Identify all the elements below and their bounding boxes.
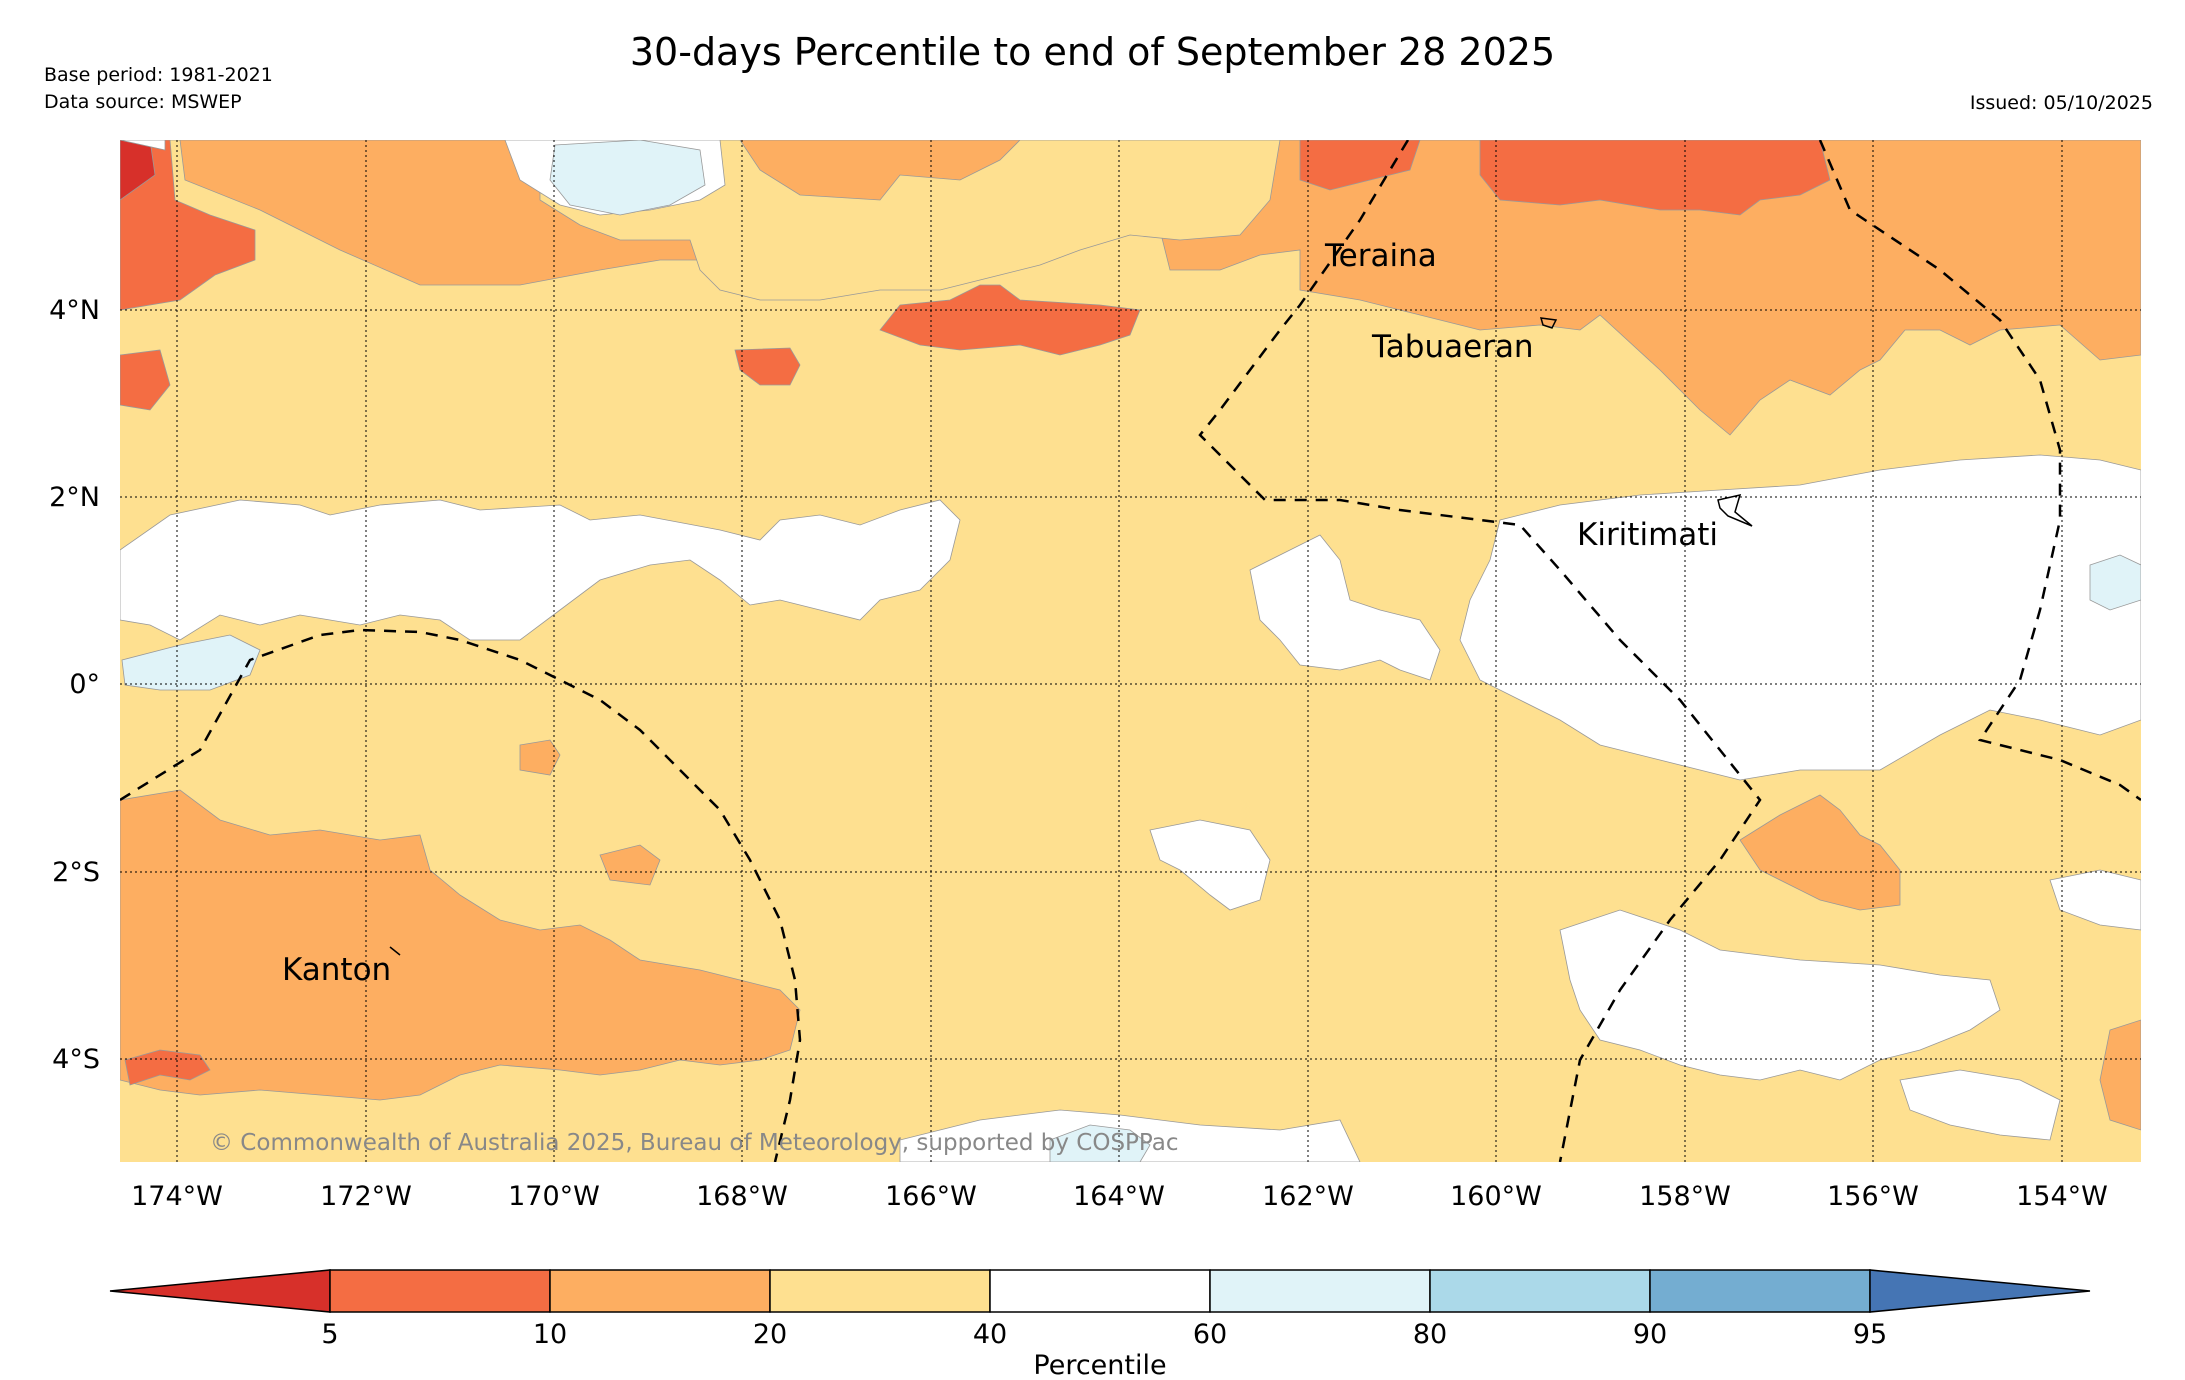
lat-tick-label: 2°N xyxy=(49,482,100,513)
colorbar-tick-label: 90 xyxy=(1633,1319,1667,1350)
region-white-northwest xyxy=(120,140,166,151)
region-white-southeast xyxy=(1559,909,2001,1081)
colorbar: 5 10 20 40 60 80 90 95 Percentile xyxy=(109,1269,2091,1380)
lon-tick-label: 162°W xyxy=(1262,1181,1354,1212)
lat-tick-label: 0° xyxy=(69,669,100,700)
colorbar-segment xyxy=(769,1269,991,1313)
colorbar-segment xyxy=(549,1269,771,1313)
region-light-blue-top xyxy=(549,140,706,216)
region-light-blue-east xyxy=(2089,554,2141,611)
lon-tick-label: 174°W xyxy=(131,1181,223,1212)
colorbar-segment xyxy=(989,1269,1211,1313)
eez-boundaries xyxy=(120,140,2141,1162)
region-north-pale xyxy=(539,140,1281,301)
issued-date: Issued: 05/10/2025 xyxy=(1969,92,2153,114)
colorbar-left-extension xyxy=(109,1269,331,1313)
region-white-south-center xyxy=(1149,819,1271,911)
lat-tick-label: 4°N xyxy=(49,295,100,326)
region-small-orange-1 xyxy=(519,739,561,776)
base-period: Base period: 1981-2021 xyxy=(44,64,273,86)
region-white-south-bottom xyxy=(1899,1069,2061,1141)
colorbar-tick-label: 10 xyxy=(533,1319,567,1350)
colorbar-tick-label: 60 xyxy=(1193,1319,1227,1350)
lon-tick-label: 154°W xyxy=(2016,1181,2108,1212)
region-below-5-corner xyxy=(120,140,156,201)
lon-tick-label: 172°W xyxy=(320,1181,412,1212)
region-white-equator-west xyxy=(120,499,961,641)
region-light-blue-west xyxy=(121,634,261,691)
region-white-equator-east xyxy=(1459,454,2141,781)
place-label-tabuaeran: Tabuaeran xyxy=(1371,329,1534,365)
lon-axis: 174°W 172°W 170°W 168°W 166°W 164°W 162°… xyxy=(131,1181,2108,1212)
lon-tick-label: 166°W xyxy=(885,1181,977,1212)
colorbar-tick-label: 5 xyxy=(321,1319,338,1350)
colorbar-segment xyxy=(1649,1269,1871,1313)
region-5-10-northeast xyxy=(1479,140,1831,216)
region-5-10-strip xyxy=(734,347,801,386)
place-label-kiritimati: Kiritimati xyxy=(1577,517,1718,553)
island-kanton xyxy=(389,946,401,956)
colorbar-segment xyxy=(329,1269,551,1313)
region-white-center xyxy=(1249,534,1441,681)
eez-boundary-line-line-islands xyxy=(1198,140,1762,1162)
copyright-notice: © Commonwealth of Australia 2025, Bureau… xyxy=(210,1130,1179,1156)
lat-tick-label: 2°S xyxy=(52,857,100,888)
region-white-right-edge xyxy=(2049,869,2141,931)
map-area xyxy=(120,140,2141,1162)
island-tabuaeran xyxy=(1539,317,1558,329)
lon-tick-label: 170°W xyxy=(508,1181,600,1212)
region-light-blue-bottom xyxy=(1049,1124,1151,1162)
colorbar-tick-label: 20 xyxy=(753,1319,787,1350)
region-southeast-orange-edge xyxy=(2099,1019,2141,1131)
data-source: Data source: MSWEP xyxy=(44,91,242,113)
island-markers xyxy=(389,317,1753,956)
colorbar-tick-label: 40 xyxy=(973,1319,1007,1350)
region-5-10-teraina-area xyxy=(1299,140,1421,191)
gridlines xyxy=(120,140,2141,1162)
colorbar-tick-label: 95 xyxy=(1853,1319,1887,1350)
colorbar-right-extension xyxy=(1869,1269,2091,1313)
colorbar-title: Percentile xyxy=(1033,1350,1166,1380)
region-5-10-west-spot xyxy=(120,349,171,411)
region-5-10-northwest xyxy=(120,140,256,311)
island-kiritimati xyxy=(1717,493,1753,527)
meta-info: Base period: 1981-2021 Data source: MSWE… xyxy=(44,62,273,116)
colorbar-segment xyxy=(1209,1269,1431,1313)
region-southwest-band xyxy=(120,789,801,1101)
place-label-teraina: Teraina xyxy=(1324,238,1437,274)
map-title: 30-days Percentile to end of September 2… xyxy=(629,30,1556,74)
lon-tick-label: 168°W xyxy=(696,1181,788,1212)
lat-tick-label: 4°S xyxy=(52,1044,100,1075)
colorbar-segment xyxy=(1429,1269,1651,1313)
lon-tick-label: 158°W xyxy=(1639,1181,1731,1212)
place-label-kanton: Kanton xyxy=(282,952,391,988)
colorbar-tick-label: 80 xyxy=(1413,1319,1447,1350)
lon-tick-label: 164°W xyxy=(1073,1181,1165,1212)
lon-tick-label: 156°W xyxy=(1827,1181,1919,1212)
region-southeast-orange xyxy=(1739,794,1901,911)
lon-tick-label: 160°W xyxy=(1450,1181,1542,1212)
lat-axis: 4°N 2°N 0° 2°S 4°S xyxy=(49,295,100,1075)
